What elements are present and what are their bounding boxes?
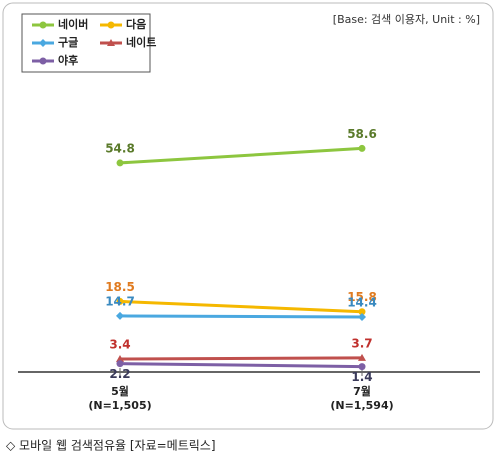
marker: [358, 308, 366, 316]
data-label: 3.4: [109, 338, 130, 352]
data-label: 14.7: [105, 294, 135, 308]
x-tick-note: (N=1,505): [88, 399, 151, 412]
data-label: 3.7: [351, 336, 372, 350]
marker: [116, 360, 124, 368]
series-line: [119, 146, 363, 165]
data-label: 18.5: [105, 280, 135, 294]
marker: [358, 363, 366, 371]
marker: [358, 313, 366, 322]
data-label: 2.2: [109, 367, 130, 381]
marker: [116, 311, 124, 320]
legend-label: 구글: [58, 36, 78, 49]
frame: [2, 2, 494, 430]
unit-note: [Base: 검색 이용자, Unit : %]: [333, 13, 480, 26]
x-tick-label: 7월: [353, 384, 371, 398]
data-label: 58.6: [347, 127, 377, 141]
series-line: [119, 299, 363, 314]
marker: [107, 39, 115, 46]
marker: [116, 297, 124, 305]
data-label: 1.4: [351, 370, 372, 384]
marker: [358, 353, 366, 361]
marker: [39, 57, 47, 65]
marker: [39, 39, 47, 47]
marker: [39, 21, 47, 29]
series-line: [119, 362, 363, 369]
data-label: 54.8: [105, 141, 135, 155]
x-tick-label: 5월: [111, 384, 129, 398]
data-label: 15.8: [347, 290, 377, 304]
legend-label: 네이버: [58, 17, 88, 31]
legend-label: 네이트: [126, 35, 156, 49]
marker: [358, 144, 366, 152]
series-line: [119, 314, 363, 319]
marker: [107, 21, 115, 29]
marker: [116, 355, 124, 363]
marker: [116, 159, 124, 167]
legend-label: 다음: [126, 17, 146, 31]
x-tick-note: (N=1,594): [330, 399, 393, 412]
caption: ◇ 모바일 웹 검색점유율 [자료=메트릭스]: [6, 439, 216, 453]
legend-label: 야후: [58, 53, 78, 67]
series-line: [119, 356, 363, 361]
data-label: 14.4: [347, 296, 377, 310]
